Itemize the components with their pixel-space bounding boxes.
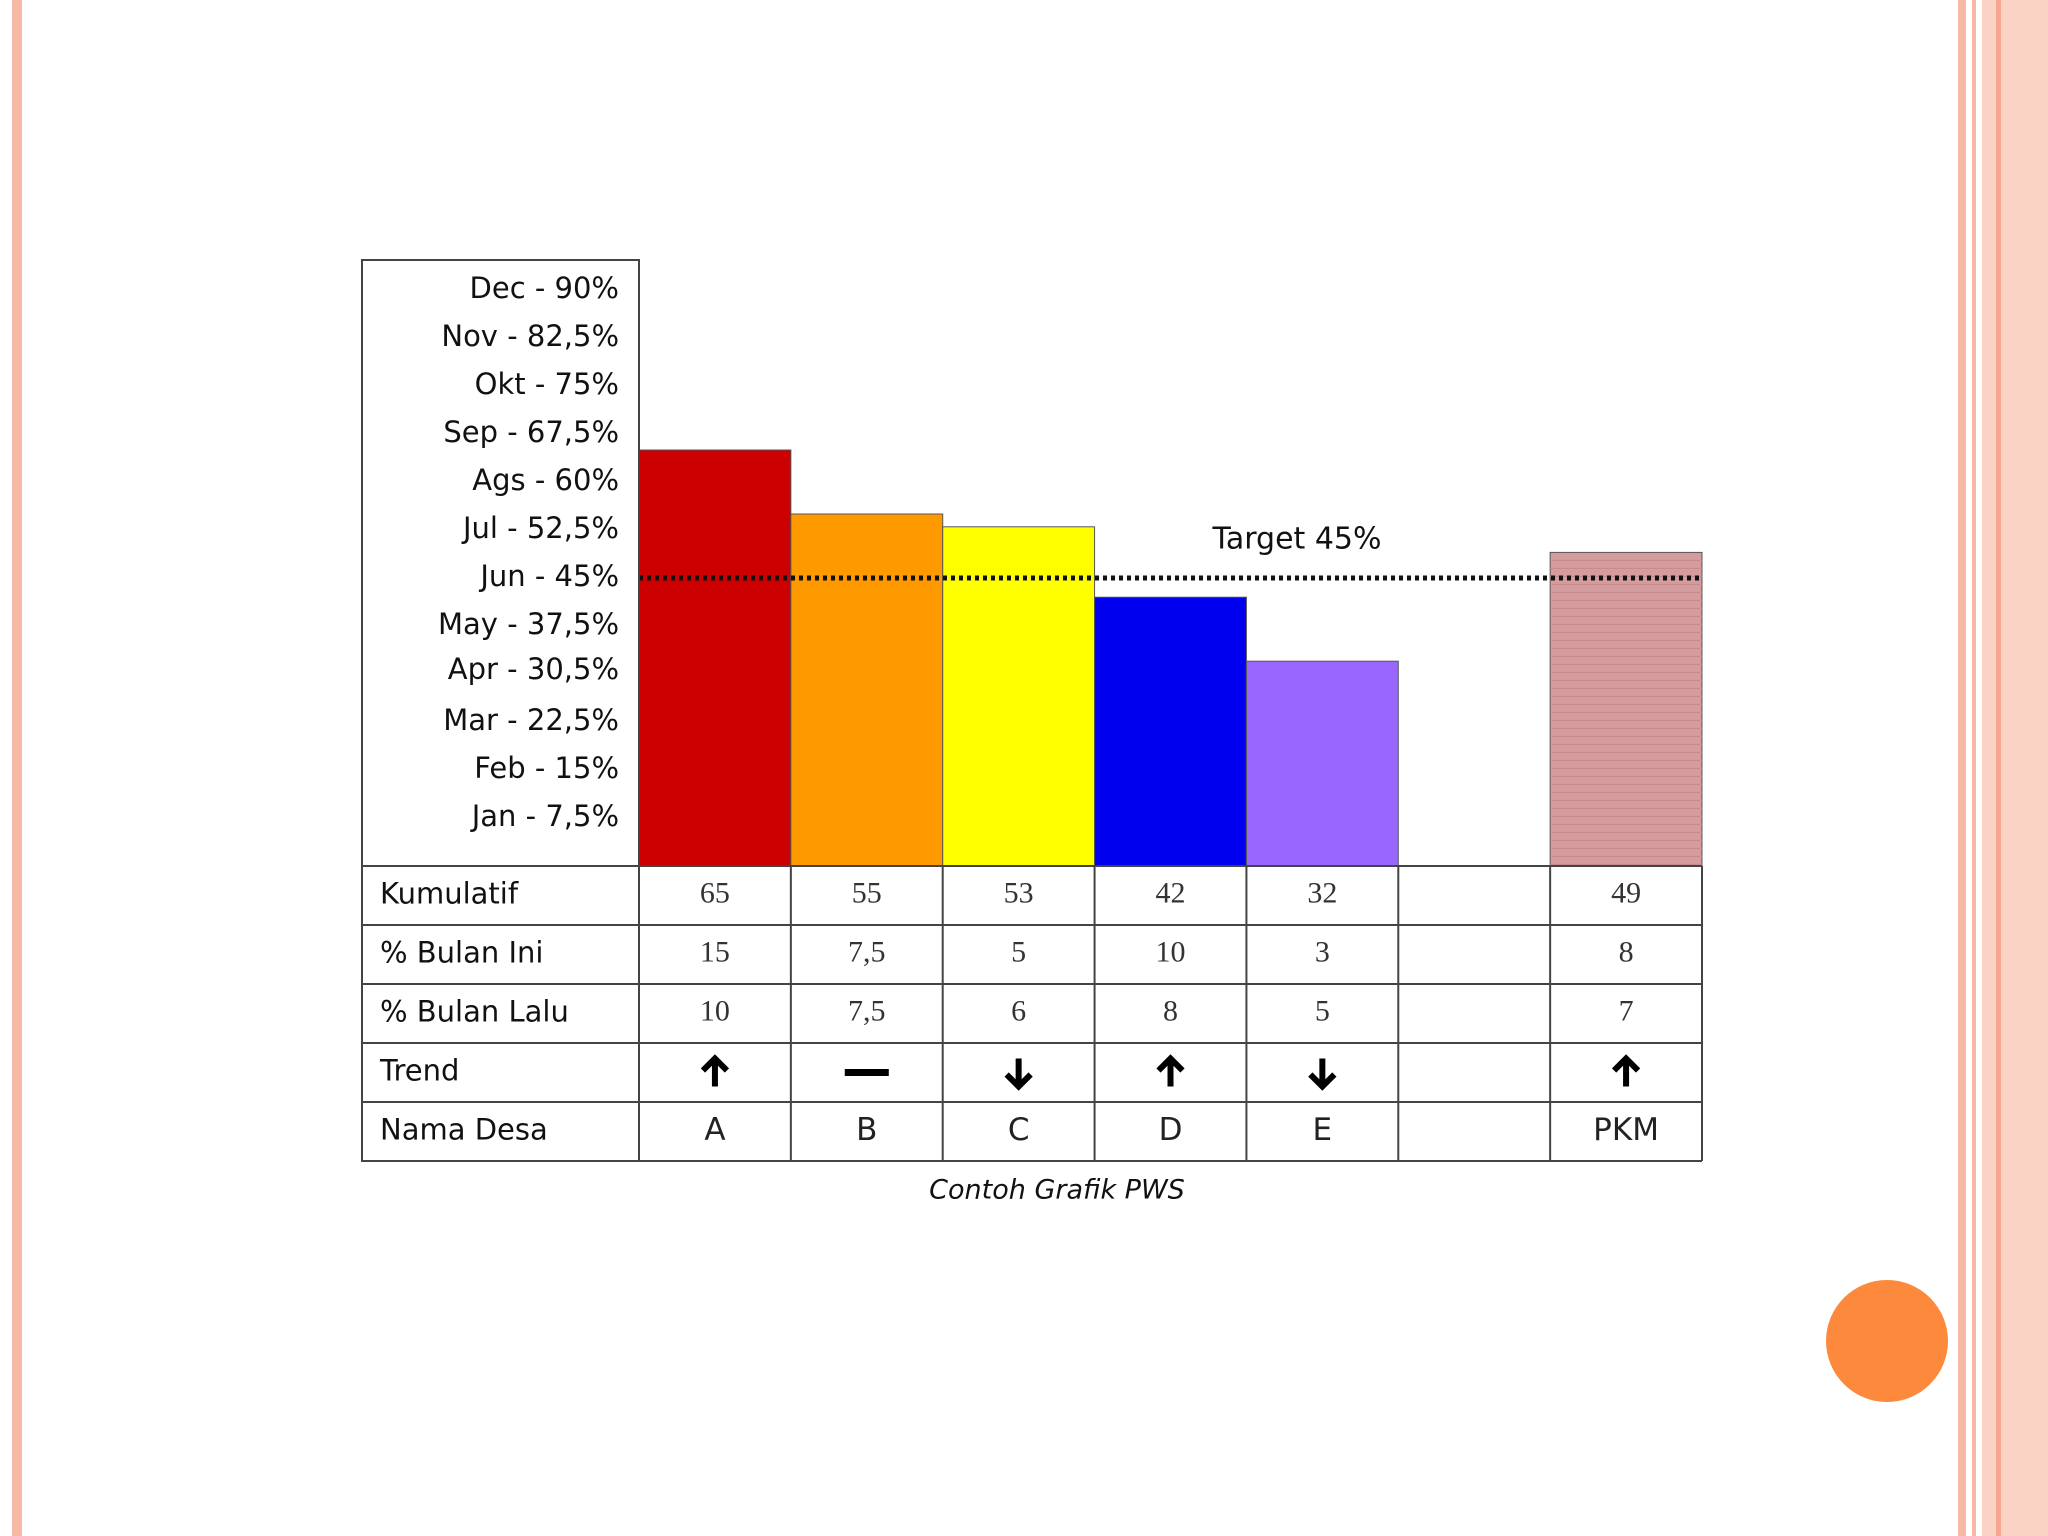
y-tick-label: Nov - 82,5% <box>441 319 619 353</box>
caption: Contoh Grafik PWS <box>929 1175 1185 1206</box>
this-month-value: 3 <box>1315 935 1330 968</box>
row-label: Nama Desa <box>380 1113 548 1147</box>
trend-icon <box>700 1054 730 1073</box>
trend-icon <box>1156 1054 1185 1073</box>
row-label: Trend <box>379 1054 459 1088</box>
y-tick-label: Ags - 60% <box>472 463 619 497</box>
trend-icon <box>1611 1054 1641 1073</box>
right-stripe <box>1958 0 1966 1536</box>
bar <box>790 513 944 867</box>
last-month-value: 6 <box>1011 994 1026 1027</box>
cumulative-value: 42 <box>1156 876 1186 909</box>
x-tick-label: C <box>1008 1112 1030 1148</box>
bar <box>638 449 792 867</box>
this-month-value: 10 <box>1156 935 1186 968</box>
row-label: % Bulan Ini <box>380 936 543 970</box>
y-tick-label: Feb - 15% <box>474 751 619 785</box>
right-stripe <box>1996 0 2001 1536</box>
cumulative-value: 53 <box>1004 876 1034 909</box>
this-month-value: 7,5 <box>848 935 886 968</box>
right-stripe <box>1972 0 1976 1536</box>
cumulative-value: 49 <box>1611 876 1641 909</box>
last-month-value: 7 <box>1619 994 1634 1027</box>
y-tick-label: Okt - 75% <box>475 367 619 401</box>
x-tick-label: E <box>1313 1112 1333 1148</box>
last-month-value: 7,5 <box>848 994 886 1027</box>
target-label: Target 45% <box>1211 522 1381 557</box>
bar <box>1245 660 1399 867</box>
this-month-value: 5 <box>1011 935 1026 968</box>
trend-icon <box>1004 1072 1033 1091</box>
bar <box>942 526 1096 867</box>
left-stripe <box>12 0 22 1536</box>
this-month-value: 15 <box>700 935 730 968</box>
right-band <box>1982 0 2048 1536</box>
y-tick-label: Mar - 22,5% <box>443 703 619 737</box>
y-tick-label: May - 37,5% <box>438 607 619 641</box>
y-tick-label: Jan - 7,5% <box>470 799 619 833</box>
cumulative-value: 55 <box>852 876 882 909</box>
y-tick-label: Sep - 67,5% <box>443 415 619 449</box>
y-tick-label: Dec - 90% <box>470 271 619 305</box>
y-tick-label: Jun - 45% <box>478 559 619 593</box>
last-month-value: 10 <box>700 994 730 1027</box>
trend-icon <box>1308 1072 1337 1091</box>
x-tick-label: PKM <box>1593 1112 1659 1148</box>
x-tick-label: A <box>704 1112 725 1148</box>
y-tick-label: Jul - 52,5% <box>461 511 619 545</box>
last-month-value: 8 <box>1163 994 1178 1027</box>
cumulative-value: 32 <box>1307 876 1337 909</box>
row-label: % Bulan Lalu <box>380 995 569 1029</box>
row-label: Kumulatif <box>380 877 519 911</box>
cumulative-value: 65 <box>700 876 730 909</box>
x-tick-label: D <box>1159 1112 1183 1148</box>
decor-circle <box>1826 1280 1948 1402</box>
this-month-value: 8 <box>1619 935 1634 968</box>
y-tick-label: Apr - 30,5% <box>448 652 619 686</box>
last-month-value: 5 <box>1315 994 1330 1027</box>
x-tick-label: B <box>856 1112 877 1148</box>
bar <box>1094 596 1247 867</box>
bar <box>1549 551 1703 867</box>
